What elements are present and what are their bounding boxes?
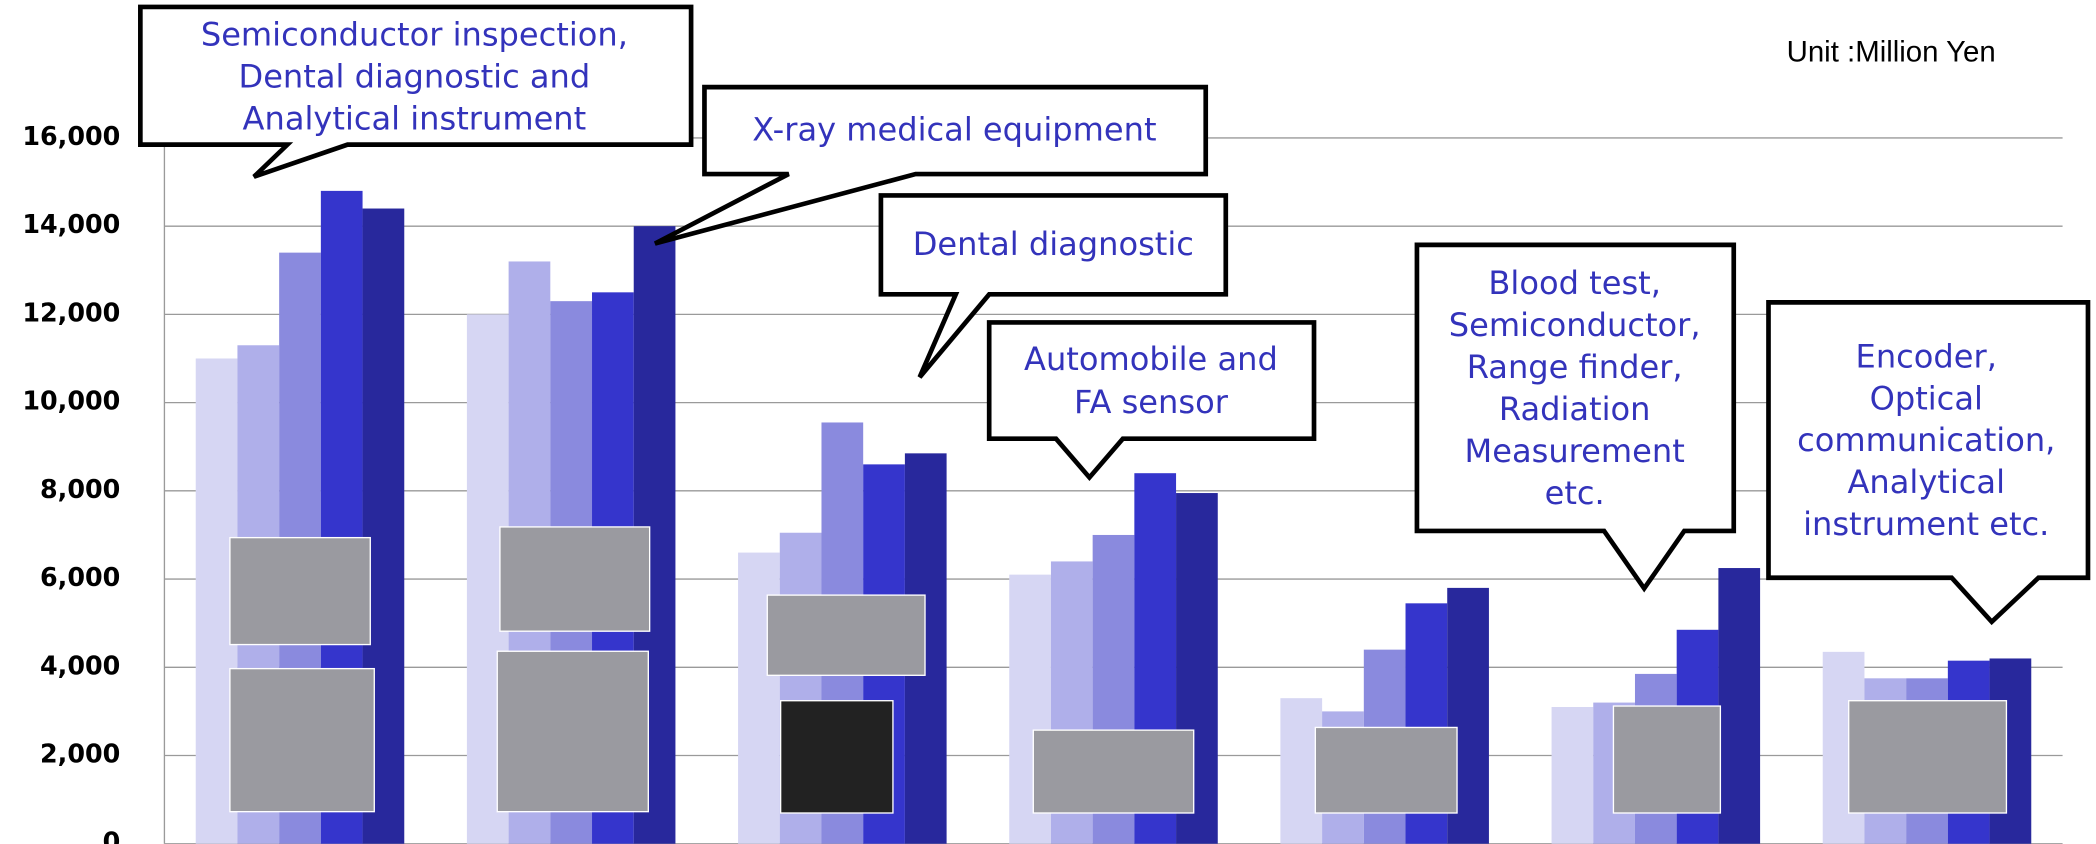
annotation-line: X-ray medical equipment (752, 110, 1156, 148)
annotations: Semiconductor inspection, Dental diagnost… (201, 15, 2056, 543)
photo (229, 536, 371, 646)
photo (1314, 726, 1458, 814)
unit-note: Unit :Million Yen (1787, 35, 1996, 68)
y-tick-label: 0 (103, 827, 121, 844)
annotation-line: Blood test, (1488, 264, 1661, 302)
y-tick-label: 12,000 (22, 297, 120, 327)
photos (229, 526, 2008, 814)
annotation-line: Semiconductor inspection, (201, 15, 628, 53)
annotation-line: Dental diagnostic (913, 225, 1194, 263)
annotation-line: FA sensor (1074, 383, 1229, 421)
photo (499, 526, 651, 632)
y-tick-label: 2,000 (40, 739, 120, 769)
annotation-line: instrument etc. (1803, 505, 2049, 543)
photo (1848, 700, 2008, 814)
y-tick-label: 6,000 (40, 562, 120, 592)
annotation-line: Optical (1870, 379, 1983, 417)
photo (496, 650, 649, 813)
y-tick-label: 8,000 (40, 474, 120, 504)
callout (653, 84, 1209, 246)
photo (779, 700, 894, 814)
bar (1551, 706, 1594, 844)
annotation-line: Automobile and (1024, 340, 1278, 378)
annotation-line: Analytical (1847, 463, 2005, 501)
annotation-line: Dental diagnostic and (239, 57, 591, 95)
photo (766, 594, 926, 676)
callout (878, 193, 1229, 379)
y-tick-label: 4,000 (40, 650, 120, 680)
annotation-line: Analytical instrument (243, 100, 587, 138)
annotation-line: communication, (1797, 421, 2055, 459)
y-tick-label: 14,000 (22, 209, 120, 239)
photo (1032, 729, 1195, 814)
callout (138, 4, 694, 179)
callout (986, 320, 1317, 482)
bar (1718, 568, 1761, 844)
annotation-line: Measurement (1465, 432, 1685, 470)
y-tick-label: 16,000 (22, 121, 120, 151)
photo (1612, 705, 1722, 814)
annotation-line: etc. (1545, 474, 1605, 512)
photo (229, 667, 375, 813)
annotation-line: Radiation (1499, 390, 1651, 428)
callout (1414, 242, 1737, 593)
annotation-line: Range finder, (1467, 348, 1683, 386)
annotation-line: Encoder, (1856, 338, 1997, 376)
y-tick-label: 10,000 (22, 386, 120, 416)
callout (1766, 300, 2091, 626)
annotation-line: Semiconductor, (1449, 306, 1701, 344)
callouts (138, 4, 2091, 626)
